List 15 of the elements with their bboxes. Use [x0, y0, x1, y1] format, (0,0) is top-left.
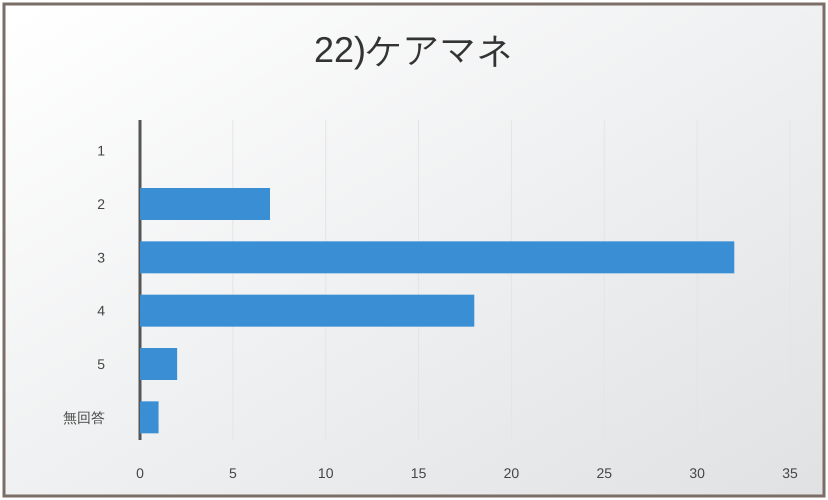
y-tick-label: 3 [97, 249, 106, 266]
x-tick-label: 25 [596, 465, 612, 481]
y-tick-label: 2 [97, 196, 106, 212]
x-tick-label: 35 [782, 465, 798, 481]
y-tick-label: 1 [97, 142, 106, 159]
x-tick-label: 20 [504, 465, 520, 481]
x-tick-label: 15 [410, 465, 427, 481]
x-tick-label: 30 [689, 465, 706, 481]
x-tick-label: 5 [228, 465, 237, 481]
y-tick-label: 4 [97, 302, 106, 319]
y-tick-label: 5 [97, 356, 106, 372]
chart-title: 22)ケアマネ [314, 29, 514, 70]
y-tick-label: 無回答 [63, 409, 105, 426]
x-tick-label: 0 [136, 465, 144, 481]
x-tick-label: 10 [318, 465, 334, 481]
